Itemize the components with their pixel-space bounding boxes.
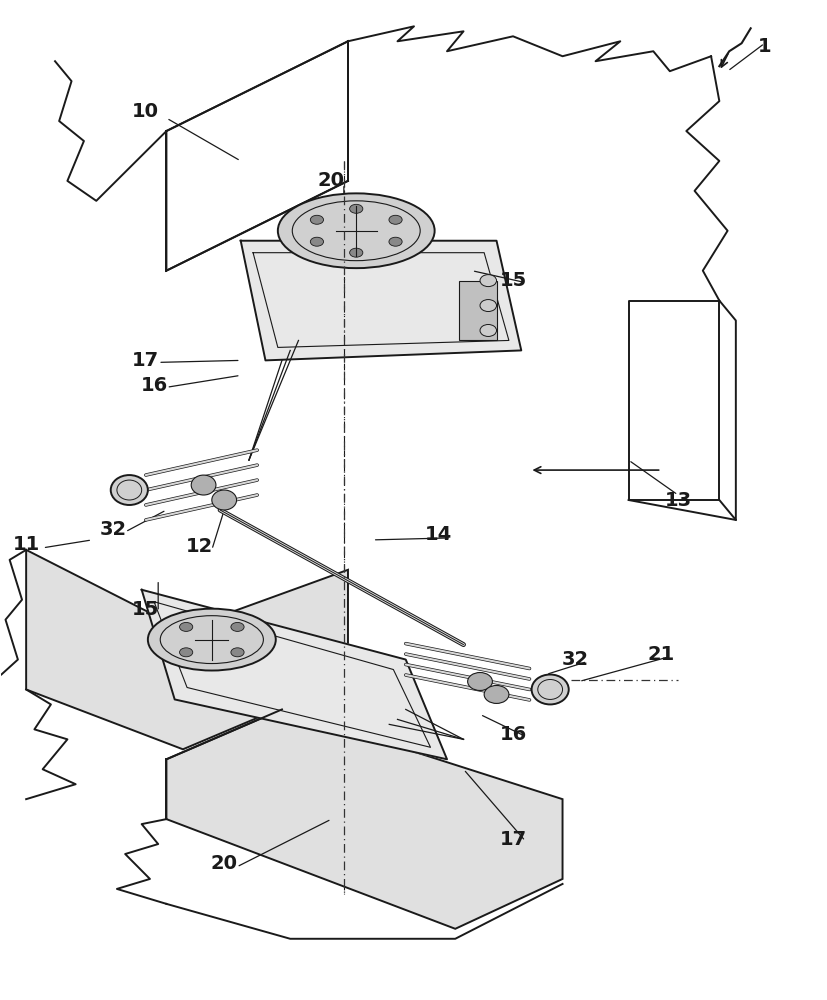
Polygon shape (166, 709, 562, 929)
Polygon shape (459, 281, 496, 340)
Ellipse shape (480, 275, 496, 287)
Ellipse shape (389, 215, 402, 224)
Ellipse shape (480, 300, 496, 312)
Ellipse shape (148, 609, 275, 671)
Text: 15: 15 (132, 600, 160, 619)
Ellipse shape (179, 648, 193, 657)
Text: 14: 14 (424, 525, 452, 544)
Ellipse shape (179, 622, 193, 631)
Ellipse shape (278, 193, 434, 268)
Ellipse shape (310, 237, 323, 246)
Ellipse shape (484, 685, 509, 703)
Ellipse shape (349, 204, 362, 213)
Ellipse shape (231, 648, 244, 657)
Text: 11: 11 (12, 535, 40, 554)
Ellipse shape (231, 622, 244, 631)
Text: 15: 15 (499, 271, 526, 290)
Text: 13: 13 (664, 491, 691, 510)
Text: 1: 1 (757, 37, 771, 56)
Ellipse shape (111, 475, 148, 505)
Ellipse shape (191, 475, 216, 495)
Ellipse shape (531, 675, 568, 704)
Text: 17: 17 (499, 830, 526, 849)
Ellipse shape (212, 490, 237, 510)
Polygon shape (241, 241, 521, 360)
Text: 17: 17 (132, 351, 159, 370)
Text: 32: 32 (561, 650, 588, 669)
Ellipse shape (467, 673, 492, 690)
Polygon shape (26, 550, 347, 749)
Text: 21: 21 (648, 645, 674, 664)
Ellipse shape (310, 215, 323, 224)
Text: 10: 10 (132, 102, 159, 121)
Text: 32: 32 (99, 520, 127, 539)
Text: 20: 20 (210, 854, 237, 873)
Ellipse shape (480, 324, 496, 336)
Text: 16: 16 (499, 725, 526, 744)
Ellipse shape (349, 248, 362, 257)
Polygon shape (141, 590, 447, 759)
Text: 16: 16 (141, 376, 168, 395)
Text: 20: 20 (318, 171, 345, 190)
Text: 12: 12 (185, 537, 213, 556)
Ellipse shape (389, 237, 402, 246)
